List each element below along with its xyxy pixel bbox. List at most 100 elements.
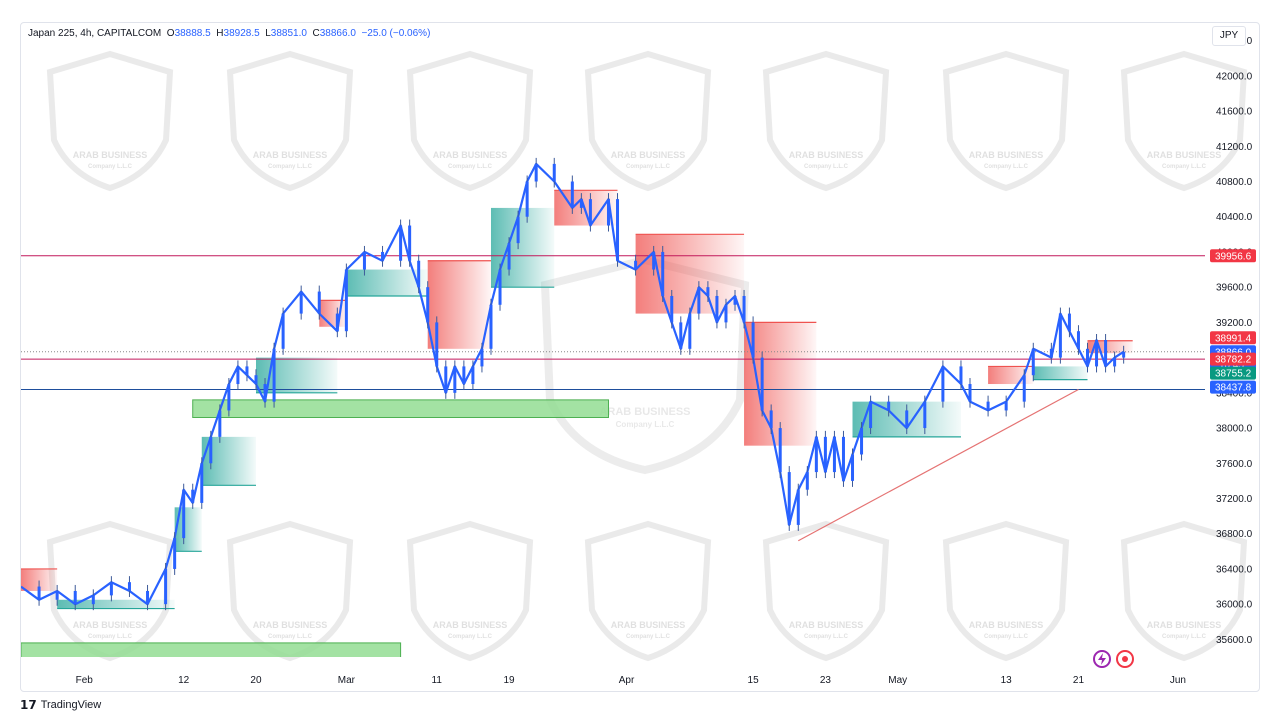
y-tick-label: 39600.0	[1216, 283, 1253, 294]
demand-zone	[192, 399, 609, 418]
low-label: L	[265, 28, 271, 39]
candle-body	[236, 366, 240, 385]
watermark-shield-icon: ARAB BUSINESS Company L.L.C	[46, 520, 174, 662]
y-tick-label: 37600.0	[1216, 459, 1253, 470]
candle-body	[525, 181, 529, 217]
change-value: −25.0 (−0.06%)	[361, 28, 431, 39]
watermark-shield-icon: ARAB BUSINESS Company L.L.C	[406, 50, 534, 192]
candle-body	[715, 295, 719, 323]
candle-body	[272, 348, 276, 402]
candle-body	[191, 489, 195, 503]
watermark-shield-icon: ARAB BUSINESS Company L.L.C	[1120, 520, 1248, 662]
candle-body	[146, 590, 150, 605]
candle-body	[832, 436, 836, 473]
candle-body	[426, 287, 430, 323]
horizontal-lines-layer	[21, 255, 1205, 391]
candle-body	[1058, 313, 1062, 358]
candle-body	[1004, 401, 1008, 411]
candle-body	[1049, 348, 1053, 358]
watermark-shield-outline	[46, 50, 174, 192]
candle-body	[444, 366, 448, 393]
y-tick-label: 38400.0	[1216, 388, 1253, 399]
demand-zone	[21, 642, 402, 657]
watermark-subtext: Company L.L.C	[448, 164, 493, 170]
candle-body	[733, 295, 737, 305]
candle-body	[471, 366, 475, 385]
candle-body	[579, 199, 583, 208]
watermark-subtext: Company L.L.C	[88, 164, 133, 170]
candle-body	[489, 304, 493, 349]
watermark-shield-outline	[762, 50, 890, 192]
candle-body	[751, 322, 755, 358]
watermark-subtext: Company L.L.C	[268, 634, 313, 640]
x-tick-label: 20	[250, 675, 262, 686]
candle-body	[435, 322, 439, 367]
tradingview-logo-icon[interactable]: 𝟭𝟳	[20, 698, 37, 712]
candle-body	[109, 582, 113, 596]
candle-body	[218, 410, 222, 437]
footer: 𝟭𝟳 TradingView	[20, 698, 101, 712]
candle-body	[796, 489, 800, 525]
watermark-text: ARAB BUSINESS	[1147, 620, 1222, 630]
candle-body	[606, 199, 610, 226]
candle-body	[91, 595, 95, 605]
candle-body	[281, 313, 285, 349]
open-label: O	[166, 28, 175, 39]
candle-body	[498, 269, 502, 305]
candle-body	[408, 225, 412, 261]
candle-body	[986, 401, 990, 411]
center-watermark-icon: ARAB BUSINESS Company L.L.C	[540, 255, 750, 475]
watermark-text: ARAB BUSINESS	[253, 620, 328, 630]
price-badge-value: 39956.6	[1215, 251, 1252, 262]
price-badge-bg	[1210, 249, 1256, 263]
candle-body	[742, 295, 746, 323]
x-tick-label: 11	[432, 675, 443, 686]
x-tick-label: May	[888, 675, 907, 686]
watermark-shield-icon: ARAB BUSINESS Company L.L.C	[942, 520, 1070, 662]
candle-body	[73, 590, 77, 605]
x-tick-label: 19	[503, 675, 515, 686]
candle-body	[399, 225, 403, 261]
watermark-text: ARAB BUSINESS	[433, 150, 508, 160]
watermark-shield-outline	[942, 50, 1070, 192]
candle-body	[200, 463, 204, 503]
lightning-icon[interactable]	[1093, 650, 1111, 668]
candle-body	[344, 269, 348, 332]
price-badge-value: 38782.2	[1215, 355, 1252, 366]
candle-body	[724, 304, 728, 323]
watermark-subtext: Company L.L.C	[88, 634, 133, 640]
candle-body	[869, 401, 873, 429]
candle-body	[670, 295, 674, 323]
candle-body	[263, 384, 267, 402]
close-value: 38866.0	[319, 28, 356, 39]
watermark-shield-icon: ARAB BUSINESS Company L.L.C	[1120, 50, 1248, 192]
watermark-text: ARAB BUSINESS	[969, 150, 1044, 160]
bear-cloud	[21, 568, 58, 591]
watermark-subtext: Company L.L.C	[1162, 634, 1207, 640]
watermark-shield-outline	[406, 520, 534, 662]
brand-name[interactable]: TradingView	[40, 699, 102, 711]
watermark-shield-icon: ARAB BUSINESS Company L.L.C	[584, 50, 712, 192]
candle-body	[209, 436, 213, 464]
zones-layer	[21, 399, 609, 657]
price-badge: 38437.8	[1210, 380, 1256, 394]
chart-frame	[20, 22, 1260, 692]
watermark-subtext: Company L.L.C	[1162, 164, 1207, 170]
watermark-text: ARAB BUSINESS	[789, 620, 864, 630]
watermark-subtext: Company L.L.C	[448, 634, 493, 640]
candle-body	[381, 251, 385, 261]
candle-body	[335, 313, 339, 332]
candle-body	[37, 586, 41, 600]
watermark-shield-icon: ARAB BUSINESS Company L.L.C	[226, 520, 354, 662]
candle-body	[1022, 375, 1026, 402]
bear-cloud	[427, 260, 491, 349]
record-icon[interactable]	[1116, 650, 1134, 668]
y-tick-label: 37200.0	[1216, 494, 1253, 505]
price-badge: 38755.2	[1210, 366, 1256, 380]
currency-button[interactable]: JPY	[1212, 26, 1246, 46]
watermark-shield-icon: ARAB BUSINESS Company L.L.C	[762, 520, 890, 662]
y-tick-label: 42000.0	[1216, 71, 1253, 82]
price-badge-value: 38755.2	[1215, 369, 1252, 380]
trendline-layer	[797, 388, 1079, 542]
